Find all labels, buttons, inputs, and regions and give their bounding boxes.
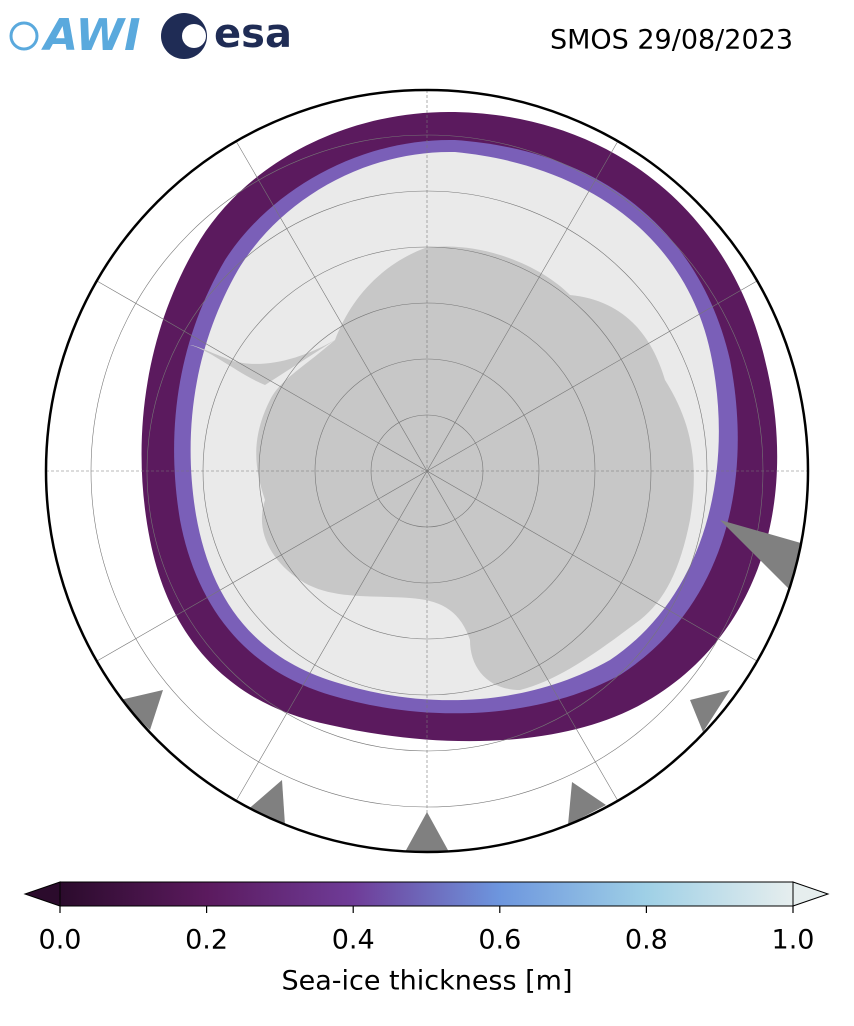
awi-logo: AWI	[9, 10, 141, 61]
map	[46, 90, 808, 852]
esa-logo: esa	[161, 11, 292, 59]
colorbar-extension	[23, 881, 61, 907]
colorbar-tick-label: 0.6	[478, 925, 521, 956]
logo-text: esa	[214, 11, 292, 57]
colorbar-tick-label: 0.4	[332, 925, 375, 956]
colorbar-tick-label: 0.2	[185, 925, 228, 956]
logo-text: AWI	[41, 10, 141, 61]
colorbar-ramp	[59, 881, 794, 907]
colorbar-tick-label: 0.0	[39, 925, 82, 956]
colorbar-tick-label: 1.0	[772, 925, 815, 956]
colorbar-tick-label: 0.8	[625, 925, 668, 956]
colorbar-label: Sea-ice thickness [m]	[281, 966, 572, 997]
title: SMOS 29/08/2023	[550, 25, 793, 56]
map-border	[44, 88, 810, 854]
colorbar-extension	[792, 881, 830, 907]
colorbar	[23, 881, 830, 907]
